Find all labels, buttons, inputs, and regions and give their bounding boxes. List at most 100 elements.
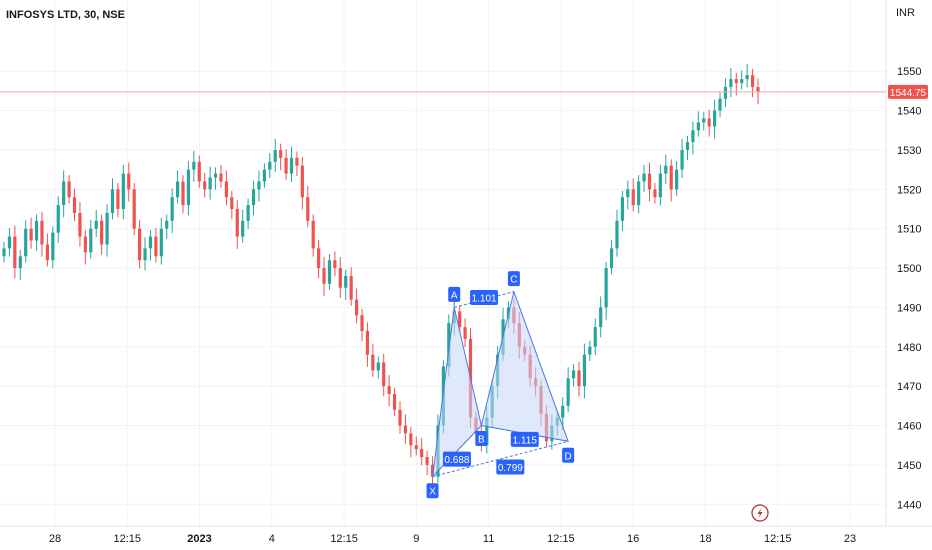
candle-body — [197, 161, 201, 182]
candle-body — [642, 173, 646, 182]
candle-body — [382, 362, 386, 387]
candle-body — [577, 370, 581, 387]
price-axis[interactable]: 1440 1450 1460 1470 1480 1490 1500 1510 1520 1530… — [897, 66, 921, 511]
candle-body — [279, 149, 283, 158]
candle-body — [734, 79, 738, 84]
candle-body — [615, 220, 619, 249]
ratio-label-xd-bg — [496, 459, 525, 475]
candle-body — [83, 236, 87, 253]
ratio-label-xb: 0.688 — [444, 455, 469, 466]
candle-body — [588, 346, 592, 355]
candle-body — [647, 173, 652, 190]
x-tick-label: 12:15 — [114, 533, 142, 545]
x-tick-label: 28 — [49, 533, 61, 545]
candle-body — [235, 209, 239, 237]
x-tick-label: 18 — [699, 533, 711, 545]
candle-body — [300, 165, 304, 198]
candle-body — [322, 268, 326, 284]
candle-body — [170, 197, 174, 221]
candle-body — [571, 370, 576, 379]
candle-body — [203, 181, 207, 190]
candle-body — [403, 425, 408, 434]
candle-body — [56, 205, 60, 233]
chart-title: INFOSYS LTD, 30, NSE — [6, 9, 125, 21]
candle-body — [696, 122, 700, 131]
ratio-label-bd: 1.115 — [513, 435, 538, 446]
candle-body — [376, 362, 380, 371]
candle-body — [653, 189, 657, 198]
candle-body — [94, 220, 98, 229]
candle-body — [262, 169, 266, 182]
pattern-point-d-bg — [562, 447, 575, 463]
y-tick-label: 1460 — [897, 421, 921, 433]
x-tick-label: 23 — [844, 533, 856, 545]
candle-body — [159, 228, 163, 257]
candle-body — [154, 236, 158, 257]
pattern-point-c: C — [510, 275, 517, 286]
ratio-label-xd: 0.799 — [498, 463, 523, 474]
candle-body — [740, 79, 744, 84]
candle-body — [295, 157, 299, 166]
candle-body — [105, 212, 109, 245]
candle-body — [631, 189, 635, 206]
y-tick-label: 1520 — [897, 184, 921, 196]
candle-body — [354, 299, 359, 316]
y-tick-label: 1530 — [897, 145, 921, 157]
candle-body — [750, 75, 755, 87]
candle-body — [241, 220, 245, 237]
harmonic-pattern[interactable]: X A B C D 1.101 0.688 1.115 0.799 — [426, 271, 575, 499]
candle-body — [67, 181, 71, 198]
candle-body — [745, 75, 749, 80]
candle-body — [89, 228, 93, 253]
candle-body — [420, 449, 424, 458]
x-tick-label: 12:15 — [547, 533, 575, 545]
x-tick-label: 12:15 — [330, 533, 358, 545]
candle-body — [18, 256, 22, 269]
x-tick-label: 11 — [483, 533, 494, 545]
candle-body — [658, 173, 662, 198]
y-tick-label: 1450 — [897, 460, 921, 472]
candle-body — [7, 236, 12, 249]
candle-body — [333, 260, 337, 269]
lightning-icon[interactable] — [751, 504, 769, 522]
candle-body — [458, 311, 462, 328]
candle-body — [51, 232, 55, 261]
candle-body — [2, 248, 6, 257]
candle-body — [485, 417, 489, 446]
candle-body — [110, 189, 115, 213]
candle-body — [192, 161, 196, 170]
candle-body — [756, 86, 760, 92]
pattern-point-c-bg — [507, 271, 520, 287]
x-tick-label: 9 — [413, 533, 419, 545]
candle-body — [175, 181, 180, 198]
candle-body — [138, 228, 142, 261]
candle-body — [430, 464, 435, 477]
candle-body — [219, 173, 223, 182]
pattern-point-a-bg — [448, 286, 461, 302]
candle-body — [566, 378, 570, 406]
candle-body — [62, 181, 66, 206]
candle-body — [718, 98, 722, 111]
time-axis[interactable]: 28 12:15 2023 4 12:15 9 11 12:15 16 18 12:15 23 — [49, 533, 856, 545]
candle-body — [45, 244, 49, 261]
candle-body — [29, 228, 33, 241]
candle-body — [132, 189, 136, 229]
x-tick-label: 12:15 — [764, 533, 792, 545]
pattern-point-x: X — [429, 487, 436, 498]
candle-body — [72, 197, 77, 213]
candle-body — [186, 169, 191, 206]
candle-body — [40, 220, 44, 245]
candle-body — [289, 157, 294, 174]
candle-body — [230, 197, 234, 210]
candle-body — [599, 307, 603, 328]
candle-body — [637, 181, 641, 206]
x-tick-label: 16 — [627, 533, 639, 545]
pattern-link-xb — [432, 425, 482, 478]
candle-body — [284, 157, 288, 174]
candle-body — [371, 354, 375, 371]
candle-body — [561, 405, 565, 418]
x-tick-label: 4 — [269, 533, 275, 545]
candle-body — [685, 142, 690, 150]
candle-body — [626, 189, 630, 198]
